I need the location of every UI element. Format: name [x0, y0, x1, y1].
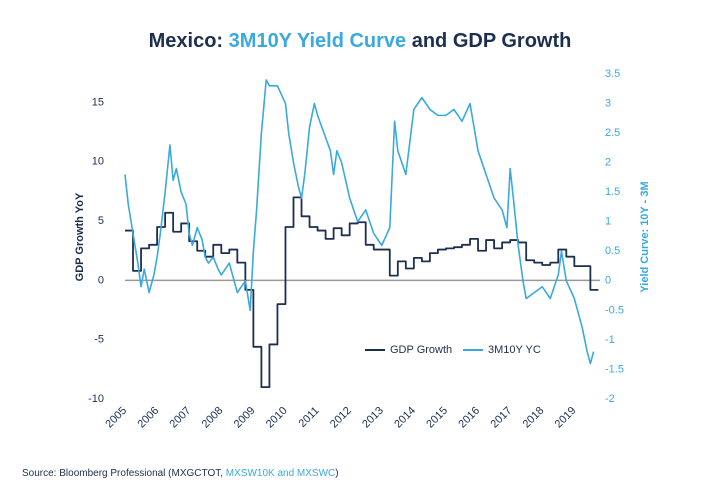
chart-title: Mexico: 3M10Y Yield Curve and GDP Growth	[149, 30, 572, 52]
y-tick-label: 15	[92, 96, 104, 108]
series-line	[124, 79, 595, 365]
x-tick-label: 2018	[521, 405, 547, 431]
x-tick-label: 2006	[135, 405, 161, 431]
x-tick-label: 2005	[103, 405, 129, 431]
y2-tick-label: 2.5	[605, 127, 620, 139]
y-axis-label: GDP Growth YoY	[74, 192, 86, 281]
x-tick-label: 2010	[264, 405, 290, 431]
y-tick-label: -10	[88, 393, 104, 405]
y-tick-label: 0	[98, 274, 104, 286]
source-part: MXSW10K and MXSWC	[226, 468, 335, 479]
title-part: and GDP Growth	[406, 30, 571, 52]
x-tick-label: 2012	[328, 405, 354, 431]
y2-tick-label: 3	[605, 97, 611, 109]
x-tick-label: 2013	[360, 405, 386, 431]
y2-tick-label: 1.5	[605, 186, 620, 198]
y2-tick-label: 0	[605, 275, 611, 287]
x-tick-label: 2011	[297, 405, 322, 430]
title-part: 3M10Y Yield Curve	[229, 30, 407, 52]
source-note: Source: Bloomberg Professional (MXGCTOT,…	[22, 468, 339, 479]
y-tick-label: 5	[98, 215, 104, 227]
source-part: )	[335, 468, 338, 479]
y2-axis-label: Yield Curve: 10Y - 3M	[639, 181, 651, 292]
y-tick-label: 10	[92, 156, 104, 168]
source-part: Source: Bloomberg Professional (MXGCTOT,	[22, 468, 226, 479]
y2-tick-label: -1.5	[605, 363, 624, 375]
y2-tick-label: 0.5	[605, 245, 620, 257]
x-tick-label: 2009	[232, 405, 258, 431]
legend-label: 3M10Y YC	[488, 344, 541, 356]
y2-tick-label: -2	[605, 393, 615, 405]
x-tick-label: 2019	[553, 405, 579, 431]
x-tick-label: 2017	[489, 405, 515, 431]
x-tick-label: 2008	[200, 405, 226, 431]
y2-tick-label: -1	[605, 334, 615, 346]
title-part: Mexico:	[149, 30, 229, 52]
y-tick-label: -5	[94, 334, 104, 346]
legend-label: GDP Growth	[390, 344, 452, 356]
series-line	[125, 196, 599, 389]
y2-tick-label: -0.5	[605, 304, 624, 316]
x-tick-label: 2007	[168, 405, 194, 431]
x-tick-label: 2016	[456, 405, 482, 431]
y2-tick-label: 1	[605, 216, 611, 228]
x-tick-label: 2014	[392, 405, 418, 431]
y2-tick-label: 3.5	[605, 68, 620, 80]
y2-tick-label: 2	[605, 157, 611, 169]
x-tick-label: 2015	[424, 405, 450, 431]
